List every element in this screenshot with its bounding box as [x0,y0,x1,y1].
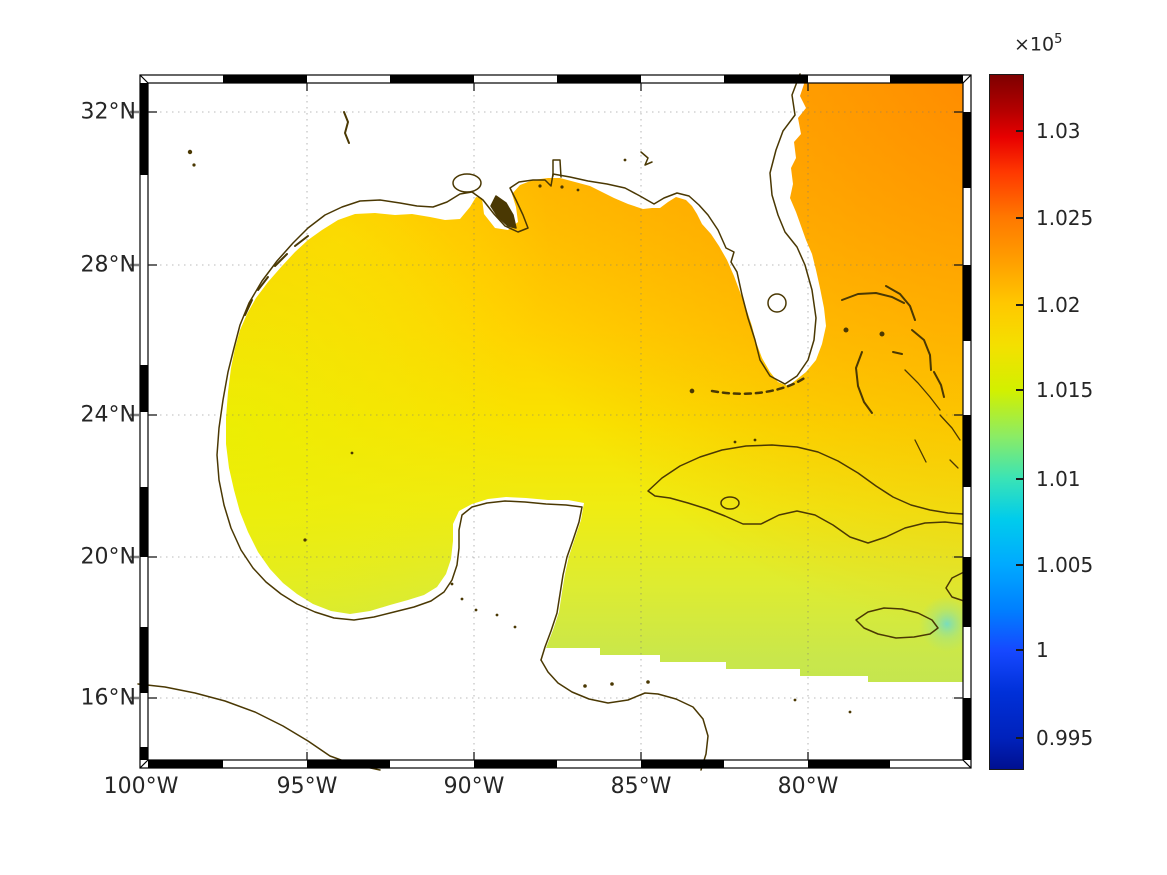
colorbar-tick [1016,649,1024,651]
coast-cuba [647,444,964,544]
frame-top-segments [223,75,963,83]
lat-tick-label-16n: 16°N [80,685,136,711]
lon-tick-label-85w: 85°W [610,774,672,799]
lon-tick-label-90w: 90°W [443,774,505,799]
coast-isla-juventud [720,496,740,510]
colorbar-tick-label: 1.015 [1036,378,1094,402]
lat-tick-label-32n: 32°N [80,99,136,125]
frame-outer-ticks [130,110,139,700]
small-island-ne-gulf [640,151,653,166]
land-mask-north-america [141,75,826,768]
colorbar-gradient [989,74,1024,770]
colorbar-tick [1016,389,1024,391]
colorbar-multiplier: ×10 [1014,33,1055,56]
colorbar-tick [1016,478,1024,480]
texas-barrier-islands [244,235,309,316]
colorbar-tick-label: 0.995 [1036,726,1094,750]
coast-honduras [540,659,709,771]
lat-tick-label-20n: 20°N [80,544,136,570]
coast-florida-keys [710,375,808,395]
lake-pontchartrain [452,173,482,193]
mississippi-delta [490,195,517,229]
lake-toledo-bend [343,111,350,144]
lon-tick-label-100w: 100°W [103,774,179,799]
frame-right-segments [963,112,971,760]
land-mask [141,75,963,768]
colorbar-tick-label: 1.03 [1036,119,1081,143]
coast-hispaniola-tip [945,571,965,602]
coast-bahamas [841,285,961,469]
colorbar-tick [1016,564,1024,566]
lake-okeechobee [767,293,787,313]
lon-tick-label-95w: 95°W [276,774,338,799]
coastlines [137,73,965,771]
colorbar-tick [1016,217,1024,219]
colorbar-tick-label: 1.025 [1036,206,1094,230]
lat-tick-label-28n: 28°N [80,252,136,278]
mobile-bay [552,159,562,178]
land-mask-south-domain-edge [542,648,963,768]
colorbar-tick-label: 1 [1036,638,1049,662]
colorbar-tick-label: 1.005 [1036,553,1094,577]
colorbar-tick [1016,737,1024,739]
grid-lines [148,83,963,760]
lat-tick-label-24n: 24°N [80,402,136,428]
map-specks [187,149,852,714]
frame-bottom-segments [148,760,890,768]
colorbar-exponent-label: ×105 [1014,32,1062,55]
dry-tortugas [689,388,695,394]
colorbar-tick [1016,130,1024,132]
frame-inner-ticks [148,83,963,760]
colorbar-exponent: 5 [1054,32,1063,47]
lon-tick-label-80w: 80°W [777,774,839,799]
map-frame [130,74,972,769]
frame-outline [139,74,972,769]
frame-left-segments [140,83,148,760]
colorbar-tick-label: 1.02 [1036,293,1081,317]
coast-jamaica [855,607,939,639]
coast-us-mexico [216,73,817,661]
colorbar-tick [1016,304,1024,306]
colorbar-tick-label: 1.01 [1036,467,1081,491]
